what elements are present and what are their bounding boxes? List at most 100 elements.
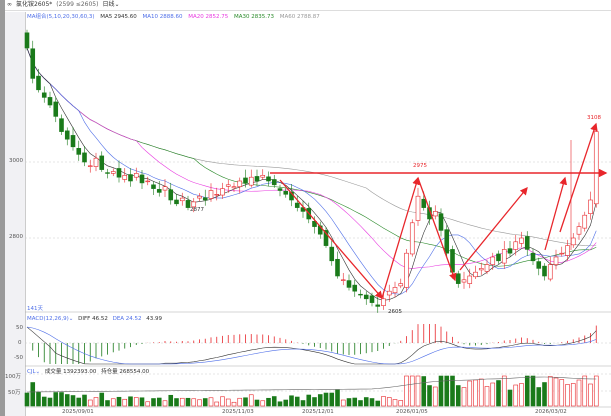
volume-bar — [565, 384, 570, 407]
macd-tick: -50 — [14, 355, 23, 361]
candle — [139, 174, 145, 184]
volume-bar — [381, 396, 386, 407]
volume-bar — [438, 375, 444, 407]
candle — [484, 264, 490, 272]
volume-bar — [41, 396, 47, 407]
candle — [432, 211, 438, 217]
ma-group-selector[interactable]: MA组合(5,10,20,30,60,3) — [27, 14, 95, 20]
volume-bar — [312, 397, 317, 407]
candle — [553, 256, 559, 265]
volume-bar — [116, 396, 122, 407]
volume-bar — [260, 400, 266, 407]
candle — [369, 295, 375, 303]
candle — [191, 201, 197, 208]
candle — [260, 175, 266, 178]
volume-bar — [197, 399, 202, 407]
candle — [398, 283, 404, 287]
volume-bar — [266, 397, 271, 407]
period-selector[interactable]: 日线⌄ — [102, 1, 119, 9]
volume-bar — [323, 392, 329, 407]
candle — [375, 304, 381, 307]
candle — [409, 222, 415, 255]
candle — [243, 177, 248, 184]
candle — [110, 171, 116, 174]
volume-bar — [363, 397, 369, 407]
candle — [404, 252, 409, 288]
volume-bar — [168, 394, 174, 407]
trend-arrow — [544, 176, 568, 251]
trend-arrow — [559, 122, 598, 233]
volume-bar — [415, 375, 421, 407]
volume-bar — [133, 397, 139, 407]
ma20-value: MA20 2852.75 — [188, 14, 229, 20]
volume-bar — [432, 386, 438, 407]
volume-legend: CJL⌄ 成交量 1392393.00 持仓量 268554.00 — [27, 367, 149, 375]
volume-bar — [70, 395, 76, 407]
ma60-value: MA60 2788.87 — [279, 14, 320, 20]
contract-title[interactable]: 氯化铵2605* — [16, 1, 53, 8]
candle — [24, 32, 30, 49]
volume-bar — [559, 379, 565, 407]
volume-bar — [300, 400, 306, 407]
volume-bar — [47, 397, 53, 407]
volume-bar — [340, 399, 346, 407]
candle — [70, 135, 76, 148]
candle — [593, 131, 599, 205]
candle — [174, 199, 179, 205]
ma30-value: MA30 2835.73 — [234, 14, 275, 20]
volume-bar — [93, 397, 99, 407]
volume-selector[interactable]: CJL — [27, 369, 36, 375]
menu-icon[interactable]: ∞ — [7, 1, 12, 8]
volume-bar — [248, 394, 254, 407]
candle — [145, 180, 151, 183]
candle — [87, 165, 93, 167]
candle — [266, 176, 271, 182]
date-label: 2025/12/01 — [302, 409, 334, 415]
candle — [519, 237, 524, 244]
volume-bar — [105, 400, 110, 407]
chevron-down-icon: ⌄ — [114, 1, 120, 8]
annotation-low: 2877 — [190, 207, 204, 213]
volume-bar — [99, 392, 105, 407]
volume-bar — [87, 399, 93, 407]
candle — [392, 287, 398, 294]
candle — [352, 284, 358, 292]
macd-selector[interactable]: MACD(12,26,9) — [27, 316, 69, 322]
candle — [496, 253, 501, 262]
volume-bar — [243, 397, 248, 407]
volume-bar — [59, 392, 64, 407]
volume-bar — [289, 395, 294, 407]
volume-bar — [404, 375, 409, 407]
candle — [237, 180, 243, 187]
candle — [122, 175, 128, 180]
volume-bar — [478, 378, 484, 407]
candle — [82, 152, 87, 163]
volume-bar — [536, 387, 542, 407]
volume-bar — [501, 375, 507, 407]
candle — [461, 279, 467, 283]
volume-bar — [409, 375, 415, 407]
candle — [478, 268, 484, 271]
candle — [47, 97, 53, 106]
volume-bar — [208, 397, 214, 407]
volume-bar — [139, 397, 145, 407]
candle — [513, 241, 519, 250]
candle — [427, 207, 432, 220]
ma10-value: MA10 2888.60 — [142, 14, 183, 20]
candle — [197, 195, 202, 199]
volume-bar — [490, 382, 496, 407]
volume-bar — [271, 396, 277, 407]
candle — [335, 258, 340, 277]
dea-value: DEA 24.52 — [112, 316, 142, 322]
open-interest-value: 持仓量 268554.00 — [101, 369, 150, 375]
volume-bar — [455, 385, 461, 407]
volume-bar — [444, 375, 450, 407]
volume-bar — [179, 397, 185, 407]
volume-bar — [254, 399, 260, 407]
volume-bar — [53, 392, 59, 407]
window-edge — [0, 0, 5, 416]
volume-bar — [398, 400, 404, 407]
candle — [421, 198, 427, 208]
volume-bar — [507, 389, 513, 407]
